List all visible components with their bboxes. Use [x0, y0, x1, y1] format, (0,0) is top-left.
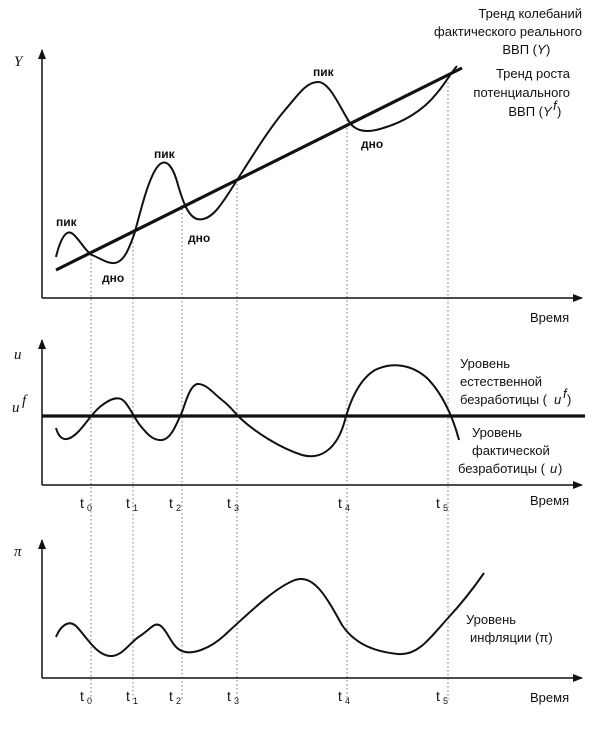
svg-text:): ): [546, 42, 550, 57]
tick-t3: t: [227, 495, 231, 511]
trough-label-1: дно: [102, 271, 124, 285]
tick-t5: t: [436, 495, 440, 511]
unemployment-y-label: u: [14, 347, 22, 363]
svg-text:3: 3: [234, 696, 239, 706]
svg-text:1: 1: [133, 503, 138, 513]
time-ticks-1: t 0 t 1 t 2 t 3 t 4 t 5: [80, 495, 448, 513]
tick-t4: t: [338, 495, 342, 511]
svg-text:безработицы (: безработицы (: [460, 392, 548, 407]
svg-text:Y: Y: [537, 42, 547, 57]
peak-label-2: пик: [154, 147, 176, 161]
svg-text:f: f: [22, 393, 28, 409]
svg-text:3: 3: [234, 503, 239, 513]
svg-text:t: t: [227, 688, 231, 704]
inflation-x-label: Время: [530, 690, 569, 705]
real-gdp-label: Тренд колебаний фактического реального В…: [434, 6, 582, 57]
svg-text:инфляции (π): инфляции (π): [470, 630, 553, 645]
svg-text:): ): [557, 104, 561, 119]
tick-t1: t: [126, 495, 130, 511]
peak-label-3: пик: [313, 65, 335, 79]
tick-t0: t: [80, 495, 84, 511]
inflation-y-label: π: [14, 544, 22, 560]
svg-text:Уровень: Уровень: [460, 356, 510, 371]
svg-text:Тренд роста: Тренд роста: [496, 66, 571, 81]
svg-text:f: f: [563, 386, 568, 401]
gdp-panel: Y Время пик дно пик дно пик дно Тренд ко…: [14, 6, 583, 325]
trough-label-2: дно: [188, 231, 210, 245]
svg-text:фактической: фактической: [472, 443, 550, 458]
svg-text:5: 5: [443, 696, 448, 706]
svg-text:t: t: [126, 688, 130, 704]
svg-text:потенциального: потенциального: [473, 85, 570, 100]
svg-text:2: 2: [176, 503, 181, 513]
inflation-panel: π Время Уровень инфляции (π) t 0 t 1 t 2…: [14, 539, 583, 706]
natural-unemployment-label: Уровень естественной безработицы ( u f ): [460, 356, 571, 407]
trough-label-3: дно: [361, 137, 383, 151]
inflation-label: Уровень инфляции (π): [466, 612, 553, 645]
svg-text:естественной: естественной: [460, 374, 542, 389]
actual-unemployment-curve: [55, 364, 460, 458]
svg-text:f: f: [553, 98, 558, 113]
svg-text:ВВП (: ВВП (: [502, 42, 537, 57]
svg-text:1: 1: [133, 696, 138, 706]
svg-text:u: u: [550, 461, 557, 476]
gdp-x-label: Время: [530, 310, 569, 325]
svg-text:t: t: [436, 688, 440, 704]
svg-text:5: 5: [443, 503, 448, 513]
unemployment-x-label: Время: [530, 493, 569, 508]
time-guides: [90, 74, 449, 700]
svg-text:4: 4: [345, 696, 350, 706]
svg-text:t: t: [338, 688, 342, 704]
natural-rate-tick: u: [12, 400, 20, 416]
svg-text:t: t: [80, 688, 84, 704]
real-gdp-curve: [55, 65, 458, 265]
svg-text:Уровень: Уровень: [472, 425, 522, 440]
peak-label-1: пик: [56, 215, 78, 229]
tick-t2: t: [169, 495, 173, 511]
gdp-y-label: Y: [14, 54, 24, 70]
svg-text:): ): [558, 461, 562, 476]
svg-text:безработицы (: безработицы (: [458, 461, 546, 476]
svg-text:): ): [567, 392, 571, 407]
svg-text:t: t: [169, 688, 173, 704]
svg-text:u: u: [554, 392, 561, 407]
svg-text:0: 0: [87, 696, 92, 706]
svg-text:0: 0: [87, 503, 92, 513]
actual-unemployment-label: Уровень фактической безработицы ( u ): [458, 425, 562, 476]
svg-text:2: 2: [176, 696, 181, 706]
svg-text:Y: Y: [543, 104, 553, 119]
svg-text:фактического реального: фактического реального: [434, 24, 582, 39]
potential-gdp-label: Тренд роста потенциального ВВП ( Y f ): [473, 66, 570, 119]
svg-text:ВВП (: ВВП (: [508, 104, 543, 119]
time-ticks-2: t 0 t 1 t 2 t 3 t 4 t 5: [80, 688, 448, 706]
svg-text:Уровень: Уровень: [466, 612, 516, 627]
unemployment-panel: u u f Время Уровень естественной безрабо…: [12, 339, 585, 513]
svg-text:Тренд колебаний: Тренд колебаний: [478, 6, 582, 21]
inflation-curve: [55, 572, 485, 658]
potential-gdp-trend-line: [55, 66, 463, 272]
svg-text:4: 4: [345, 503, 350, 513]
